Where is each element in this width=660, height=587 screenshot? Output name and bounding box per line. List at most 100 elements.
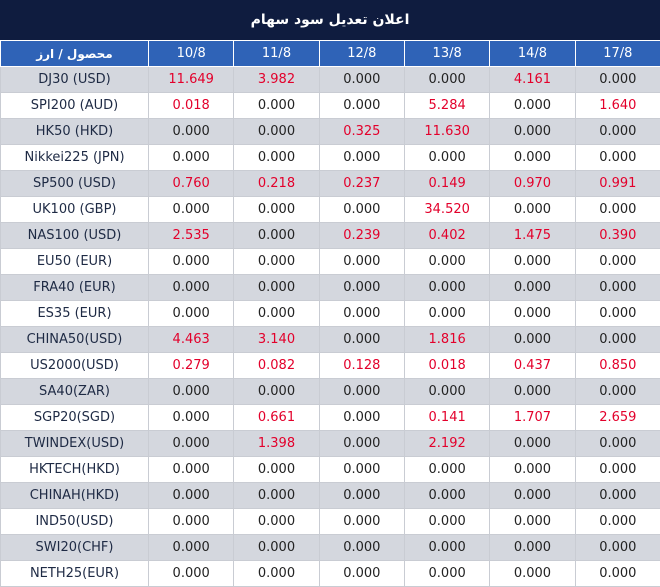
value-cell: 0.000 <box>147 196 235 223</box>
instrument-cell: SA40(ZAR) <box>0 378 149 405</box>
table-row: EU50 (EUR) 0.000 0.000 0.000 0.000 0.000 0.000 <box>0 248 660 275</box>
value-cell: 1.707 <box>489 404 576 431</box>
value-cell: 0.000 <box>489 560 576 587</box>
table-row: SGP20(SGD) 0.000 0.661 0.000 0.141 1.707 2.659 <box>0 404 660 431</box>
table-row: NAS100 (USD) 2.535 0.000 0.239 0.402 1.475 0.3… <box>0 222 660 249</box>
table-row: ES35 (EUR) 0.000 0.000 0.000 0.000 0.000 0.000 <box>0 300 660 327</box>
value-cell: 0.000 <box>489 248 576 275</box>
dividend-table: محصول / ارز 10/8 11/8 12/8 13/8 14/8 17/… <box>0 40 660 587</box>
table-row: TWINDEX(USD) 0.000 1.398 0.000 2.192 0.000 0.0… <box>0 430 660 457</box>
table-row: FRA40 (EUR) 0.000 0.000 0.000 0.000 0.000 0.00… <box>0 274 660 301</box>
value-cell: 0.000 <box>318 300 405 327</box>
value-cell: 0.218 <box>233 170 320 197</box>
value-cell: 0.018 <box>147 92 235 119</box>
value-cell: 0.000 <box>318 456 405 483</box>
value-cell: 0.000 <box>233 196 320 223</box>
date-column-header: 17/8 <box>574 40 660 67</box>
value-cell: 0.000 <box>233 144 320 171</box>
value-cell: 0.000 <box>318 404 405 431</box>
instrument-cell: SWI20(CHF) <box>0 534 149 561</box>
table-header-row: محصول / ارز 10/8 11/8 12/8 13/8 14/8 17/… <box>0 40 660 67</box>
value-cell: 0.325 <box>318 118 405 145</box>
value-cell: 2.659 <box>574 404 660 431</box>
value-cell: 0.000 <box>574 326 660 353</box>
value-cell: 0.970 <box>489 170 576 197</box>
value-cell: 0.000 <box>574 482 660 509</box>
value-cell: 0.000 <box>318 326 405 353</box>
table-row: CHINA50(USD) 4.463 3.140 0.000 1.816 0.000 0.0… <box>0 326 660 353</box>
value-cell: 4.463 <box>147 326 235 353</box>
value-cell: 0.141 <box>403 404 491 431</box>
value-cell: 0.000 <box>574 300 660 327</box>
instrument-cell: CHINA50(USD) <box>0 326 149 353</box>
value-cell: 0.000 <box>233 482 320 509</box>
value-cell: 4.161 <box>489 66 576 93</box>
value-cell: 0.000 <box>489 274 576 301</box>
value-cell: 0.000 <box>489 118 576 145</box>
table-body: DJ30 (USD) 11.649 3.982 0.000 0.000 4.161 0.00… <box>0 66 660 587</box>
value-cell: 0.128 <box>318 352 405 379</box>
value-cell: 0.000 <box>318 508 405 535</box>
value-cell: 0.000 <box>147 482 235 509</box>
value-cell: 0.000 <box>147 118 235 145</box>
instrument-cell: HKTECH(HKD) <box>0 456 149 483</box>
value-cell: 0.000 <box>574 118 660 145</box>
instrument-cell: ES35 (EUR) <box>0 300 149 327</box>
value-cell: 0.000 <box>147 300 235 327</box>
value-cell: 0.000 <box>489 456 576 483</box>
value-cell: 0.000 <box>489 430 576 457</box>
value-cell: 0.000 <box>147 378 235 405</box>
value-cell: 0.000 <box>318 430 405 457</box>
value-cell: 0.000 <box>318 66 405 93</box>
value-cell: 0.000 <box>489 300 576 327</box>
value-cell: 0.850 <box>574 352 660 379</box>
value-cell: 0.000 <box>489 196 576 223</box>
table-row: Nikkei225 (JPN) 0.000 0.000 0.000 0.000 0.000… <box>0 144 660 171</box>
table-row: SP500 (USD) 0.760 0.218 0.237 0.149 0.970 0.99… <box>0 170 660 197</box>
value-cell: 0.402 <box>403 222 491 249</box>
value-cell: 0.000 <box>233 534 320 561</box>
value-cell: 0.000 <box>233 248 320 275</box>
value-cell: 5.284 <box>403 92 491 119</box>
instrument-cell: FRA40 (EUR) <box>0 274 149 301</box>
value-cell: 1.816 <box>403 326 491 353</box>
value-cell: 0.000 <box>318 274 405 301</box>
instrument-column-header: محصول / ارز <box>0 40 149 67</box>
date-column-header: 10/8 <box>147 40 235 67</box>
instrument-cell: US2000(USD) <box>0 352 149 379</box>
value-cell: 0.000 <box>318 534 405 561</box>
date-column-header: 12/8 <box>318 40 405 67</box>
value-cell: 0.000 <box>403 456 491 483</box>
value-cell: 0.437 <box>489 352 576 379</box>
value-cell: 0.237 <box>318 170 405 197</box>
page-title: اعلان تعدیل سود سهام <box>0 0 660 40</box>
value-cell: 0.000 <box>233 118 320 145</box>
value-cell: 0.000 <box>403 508 491 535</box>
value-cell: 0.000 <box>403 378 491 405</box>
table-row: HKTECH(HKD) 0.000 0.000 0.000 0.000 0.000 0.00… <box>0 456 660 483</box>
value-cell: 0.000 <box>233 508 320 535</box>
value-cell: 0.000 <box>233 378 320 405</box>
value-cell: 11.649 <box>147 66 235 93</box>
value-cell: 0.000 <box>574 248 660 275</box>
value-cell: 0.000 <box>403 274 491 301</box>
value-cell: 0.000 <box>147 534 235 561</box>
value-cell: 1.475 <box>489 222 576 249</box>
value-cell: 0.000 <box>147 144 235 171</box>
value-cell: 0.000 <box>574 274 660 301</box>
value-cell: 0.000 <box>318 482 405 509</box>
instrument-cell: EU50 (EUR) <box>0 248 149 275</box>
instrument-cell: NAS100 (USD) <box>0 222 149 249</box>
value-cell: 2.192 <box>403 430 491 457</box>
table-row: SA40(ZAR) 0.000 0.000 0.000 0.000 0.000 0.000 <box>0 378 660 405</box>
value-cell: 0.000 <box>574 534 660 561</box>
value-cell: 0.000 <box>574 456 660 483</box>
instrument-cell: DJ30 (USD) <box>0 66 149 93</box>
instrument-cell: NETH25(EUR) <box>0 560 149 587</box>
value-cell: 0.000 <box>574 66 660 93</box>
value-cell: 0.279 <box>147 352 235 379</box>
value-cell: 0.000 <box>489 92 576 119</box>
value-cell: 0.000 <box>233 456 320 483</box>
value-cell: 0.000 <box>489 508 576 535</box>
table-row: SWI20(CHF) 0.000 0.000 0.000 0.000 0.000 0.000 <box>0 534 660 561</box>
